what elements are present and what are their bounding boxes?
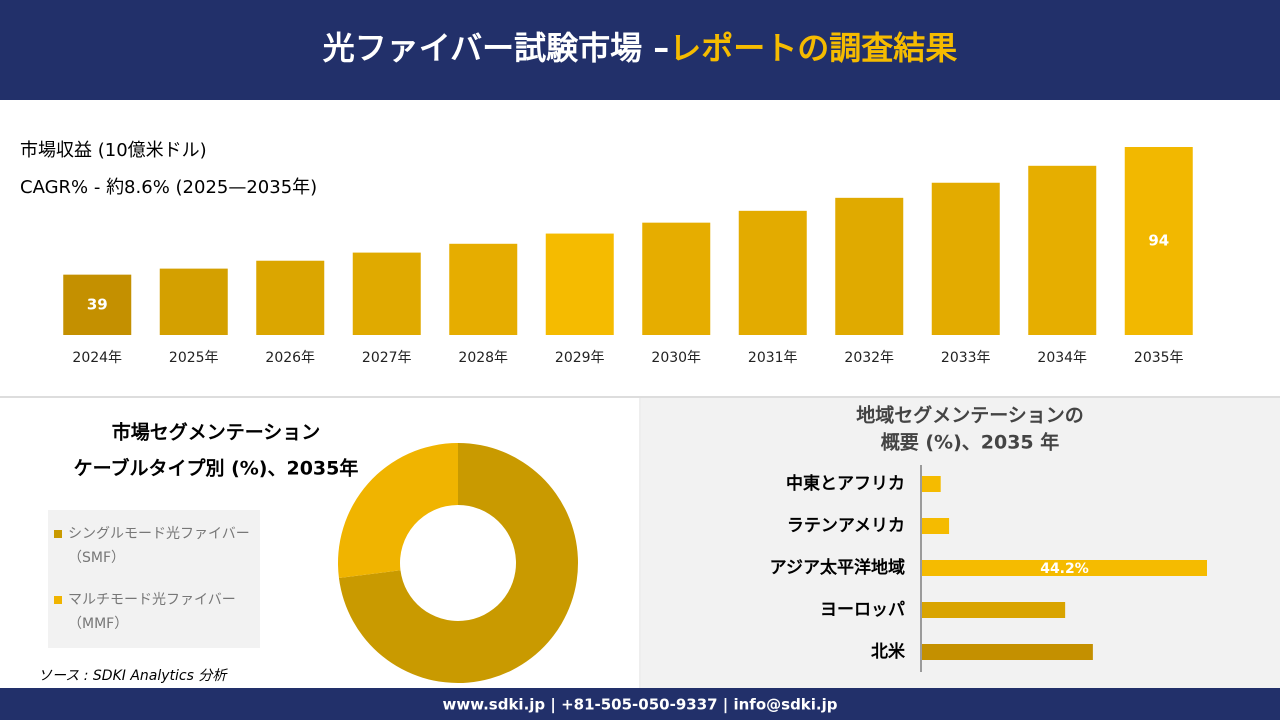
legend-label: シングルモード光ファイバー（SMF） — [68, 526, 250, 566]
bar — [922, 518, 950, 534]
y-tick-label: 北米 — [871, 641, 906, 662]
bar — [922, 602, 1066, 618]
title-accent: レポートの調査結果 — [669, 29, 957, 67]
x-tick-label: 2026年 — [265, 350, 315, 366]
x-tick-label: 2034年 — [1037, 350, 1087, 366]
y-tick-label: 中東とアフリカ — [786, 473, 905, 494]
x-tick-label: 2028年 — [458, 350, 508, 366]
y-tick-label: アジア太平洋地域 — [770, 557, 905, 578]
legend-swatch — [54, 530, 62, 538]
donut-slice — [338, 443, 458, 579]
chart-title: 市場セグメンテーション — [112, 421, 321, 444]
header-band — [0, 0, 1280, 100]
x-tick-label: 2033年 — [941, 350, 991, 366]
data-label: 94 — [1148, 232, 1169, 250]
chart-title: 地域セグメンテーションの — [856, 404, 1084, 427]
bar — [545, 233, 614, 335]
chart-title: 市場収益 (10億米ドル) — [20, 140, 207, 161]
x-tick-label: 2025年 — [169, 350, 219, 366]
bar — [159, 268, 228, 335]
y-tick-label: ヨーロッパ — [820, 600, 905, 620]
legend-swatch — [54, 596, 62, 604]
legend: シングルモード光ファイバー（SMF） マルチモード光ファイバー（MMF） — [48, 510, 260, 648]
bar — [738, 210, 807, 335]
chart-subtitle: CAGR% - 約8.6% (2025—2035年) — [20, 177, 317, 198]
x-tick-label: 2035年 — [1134, 350, 1184, 366]
header-title: 光ファイバー試験市場 –レポートの調査結果 — [323, 29, 958, 67]
x-tick-label: 2032年 — [844, 350, 894, 366]
bar — [642, 222, 711, 335]
data-label: 39 — [87, 295, 108, 313]
x-tick-label: 2031年 — [748, 350, 798, 366]
bar — [449, 243, 518, 335]
bar — [1124, 147, 1193, 335]
bar — [835, 197, 904, 335]
bar — [922, 476, 941, 492]
region-panel — [641, 398, 1280, 688]
bar — [931, 182, 1000, 335]
bar — [922, 644, 1093, 660]
chart-title: ケーブルタイプ別 (%)、2035年 — [74, 457, 359, 480]
chart-title: 概要 (%)、2035 年 — [881, 431, 1060, 454]
footer: www.sdki.jp | +81-505-050-9337 | info@sd… — [442, 696, 837, 715]
x-tick-label: 2030年 — [651, 350, 701, 366]
y-tick-label: ラテンアメリカ — [787, 516, 905, 536]
footer-band — [0, 688, 1280, 720]
title-main: 光ファイバー試験市場 – — [323, 29, 670, 67]
bar — [352, 252, 421, 335]
bar — [63, 274, 132, 335]
x-tick-label: 2024年 — [72, 350, 122, 366]
bar — [1028, 165, 1097, 335]
legend-item: マルチモード光ファイバー（MMF） — [54, 588, 254, 636]
bar — [922, 560, 1207, 576]
legend-item: シングルモード光ファイバー（SMF） — [54, 522, 254, 570]
source: ソース : SDKI Analytics 分析 — [38, 668, 228, 684]
x-tick-label: 2027年 — [362, 350, 412, 366]
legend-label: マルチモード光ファイバー（MMF） — [68, 592, 236, 632]
x-tick-label: 2029年 — [555, 350, 605, 366]
bar — [256, 260, 325, 335]
data-label: 44.2% — [1040, 561, 1089, 577]
donut-slice — [338, 443, 578, 684]
